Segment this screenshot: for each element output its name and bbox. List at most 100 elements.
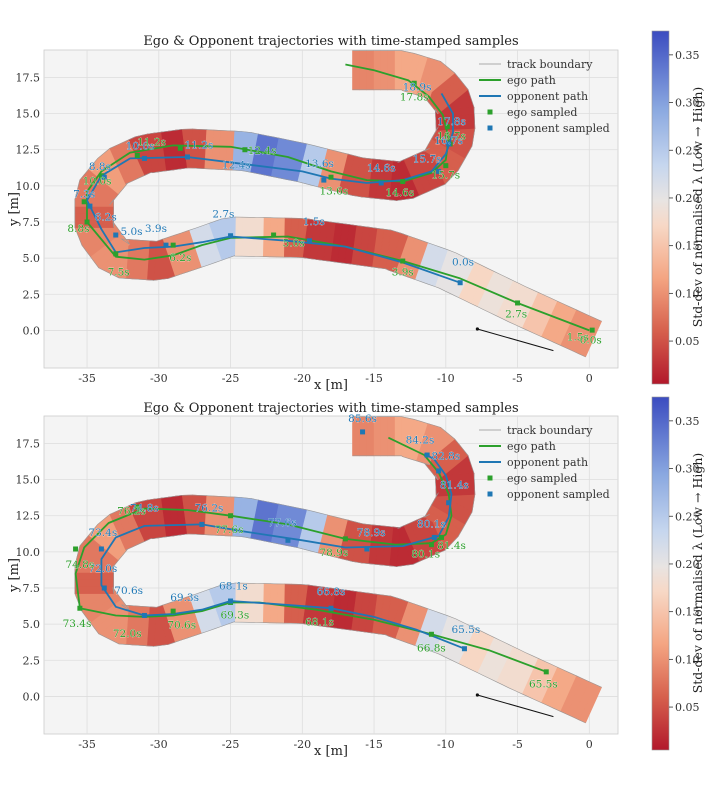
legend: track boundary ego path opponent path eg…	[479, 424, 610, 501]
colorbar-tick-label: 0.15	[675, 606, 700, 619]
opponent-sample-marker	[87, 203, 93, 209]
colorbar-tick-label: 0.35	[675, 415, 700, 428]
opponent-time-label: 16.7s	[434, 135, 463, 147]
x-tick-label: -10	[437, 738, 455, 751]
colorbar-2: 0.05 0.10 0.15 0.20 0.25 0.30 0.35 Std-dev of …	[651, 396, 705, 751]
y-tick-label: 12.5	[16, 144, 41, 157]
colorbar-tick-label: 0.10	[675, 287, 700, 300]
opponent-time-label: 14.6s	[367, 162, 396, 174]
y-tick-label: 15.0	[16, 474, 41, 487]
legend-label-ego-sampled: ego sampled	[507, 106, 577, 119]
opponent-time-label: 5.0s	[120, 226, 142, 238]
opponent-sample-marker	[98, 546, 104, 552]
opponent-sample-marker	[424, 452, 430, 458]
legend-label-ego-sampled: ego sampled	[507, 472, 577, 485]
ego-time-label: 5.0s	[283, 238, 305, 250]
track-boundary-right	[109, 416, 602, 688]
ego-time-label: 17.8s	[400, 92, 429, 104]
track-segment	[387, 416, 395, 457]
colorbar-ticks: 0.05 0.10 0.15 0.20 0.25 0.30 0.35	[669, 49, 700, 348]
ego-time-label: 68.1s	[305, 617, 334, 629]
opponent-sample-marker	[436, 468, 442, 474]
ego-time-label: 0.0s	[580, 334, 602, 346]
y-tick-label: 0.0	[23, 324, 41, 337]
ego-sample-marker	[242, 147, 248, 153]
ego-time-label: 74.8s	[65, 559, 94, 571]
chart-title: Ego & Opponent trajectories with time-st…	[143, 401, 518, 416]
opponent-time-label: 3.9s	[145, 223, 167, 235]
ego-time-label: 81.4s	[437, 540, 466, 552]
chart-title: Ego & Opponent trajectories with time-st…	[143, 34, 518, 49]
opponent-time-label: 70.6s	[114, 585, 143, 597]
track-segment	[290, 583, 299, 624]
ego-sample-marker	[443, 163, 449, 169]
y-tick-label: 5.0	[23, 252, 41, 265]
opponent-sample-marker	[431, 534, 437, 540]
legend-label-opponent-path: opponent path	[507, 456, 588, 469]
ego-time-label: 65.5s	[529, 679, 558, 691]
opponent-sample-marker	[185, 154, 190, 160]
opponent-time-label: 68.1s	[219, 580, 248, 592]
x-tick-label: -20	[293, 738, 311, 751]
ego-sample-marker	[400, 179, 406, 185]
colorbar-tick-label: 0.30	[675, 97, 700, 110]
ego-sample-marker	[134, 153, 140, 159]
colorbar-tick-label: 0.15	[675, 240, 700, 253]
legend-label-opponent-path: opponent path	[507, 90, 588, 103]
x-axis-label: x [m]	[314, 744, 348, 759]
track-segment	[387, 50, 395, 91]
colorbar-tick-label: 0.25	[675, 510, 700, 523]
ego-sample-marker	[444, 124, 450, 130]
opponent-time-label: 17.8s	[437, 116, 466, 128]
y-tick-label: 10.0	[16, 180, 41, 193]
legend-label-ego-path: ego path	[507, 440, 556, 453]
ego-sample-marker	[342, 536, 348, 542]
legend-label-ego-path: ego path	[507, 74, 556, 87]
y-tick-label: 17.5	[16, 437, 41, 450]
ego-sample-marker	[98, 173, 104, 179]
opponent-time-label: 12.4s	[222, 160, 251, 172]
trajectory-series	[73, 429, 549, 675]
y-tick-label: 10.0	[16, 546, 41, 559]
ego-time-label: 76.2s	[117, 505, 146, 517]
ego-sample-marker	[170, 608, 176, 614]
opponent-sample-marker	[199, 521, 205, 527]
axes-ticks: -35 -30 -25 -20 -15 -10 -5 0 0.0 2.5 5.0 7.5 10.0 12.…	[16, 437, 593, 751]
ego-time-label: 70.6s	[167, 619, 196, 631]
x-tick-label: -35	[78, 738, 96, 751]
opponent-sample-marker	[446, 500, 452, 506]
opponent-time-label: 10.0s	[126, 141, 155, 153]
opponent-sample-marker	[306, 238, 312, 244]
ego-sample-marker	[134, 504, 140, 510]
opponent-time-label: 0.0s	[452, 256, 474, 268]
opponent-time-label: 74.8s	[130, 502, 159, 514]
colorbar-tick-label: 0.05	[675, 701, 700, 714]
opponent-path-line	[86, 92, 461, 284]
opponent-path-line	[100, 452, 465, 650]
opponent-sample-marker	[113, 232, 119, 238]
track-segment	[359, 50, 367, 91]
x-tick-label: -25	[222, 372, 240, 385]
legend-swatch-ego-sampled	[487, 109, 493, 115]
ego-sample-marker	[271, 232, 277, 238]
ego-time-label: 1.5s	[567, 332, 589, 344]
x-tick-label: -15	[365, 738, 383, 751]
opponent-time-label: 65.5s	[451, 624, 480, 636]
track-boundary-left	[74, 89, 586, 358]
opponent-sample-marker	[141, 155, 147, 161]
colorbar-tick-label: 0.25	[675, 144, 700, 157]
track-segment	[394, 416, 402, 457]
opponent-sample-marker	[228, 233, 234, 239]
ego-sample-marker	[84, 219, 90, 225]
ego-time-label: 8.8s	[67, 223, 89, 235]
start-line-arrow	[477, 328, 554, 352]
y-tick-label: 15.0	[16, 108, 41, 121]
ego-sample-marker	[81, 199, 87, 205]
x-tick-label: -35	[78, 372, 96, 385]
colorbar-tick-label: 0.35	[675, 49, 700, 62]
ego-time-label: 78.9s	[319, 547, 348, 559]
colorbar-tick-label: 0.20	[675, 558, 700, 571]
chart-panel-2: 85.6s84.2s82.8s81.4s80.1s78.9s77.6s76.2s…	[7, 401, 619, 759]
